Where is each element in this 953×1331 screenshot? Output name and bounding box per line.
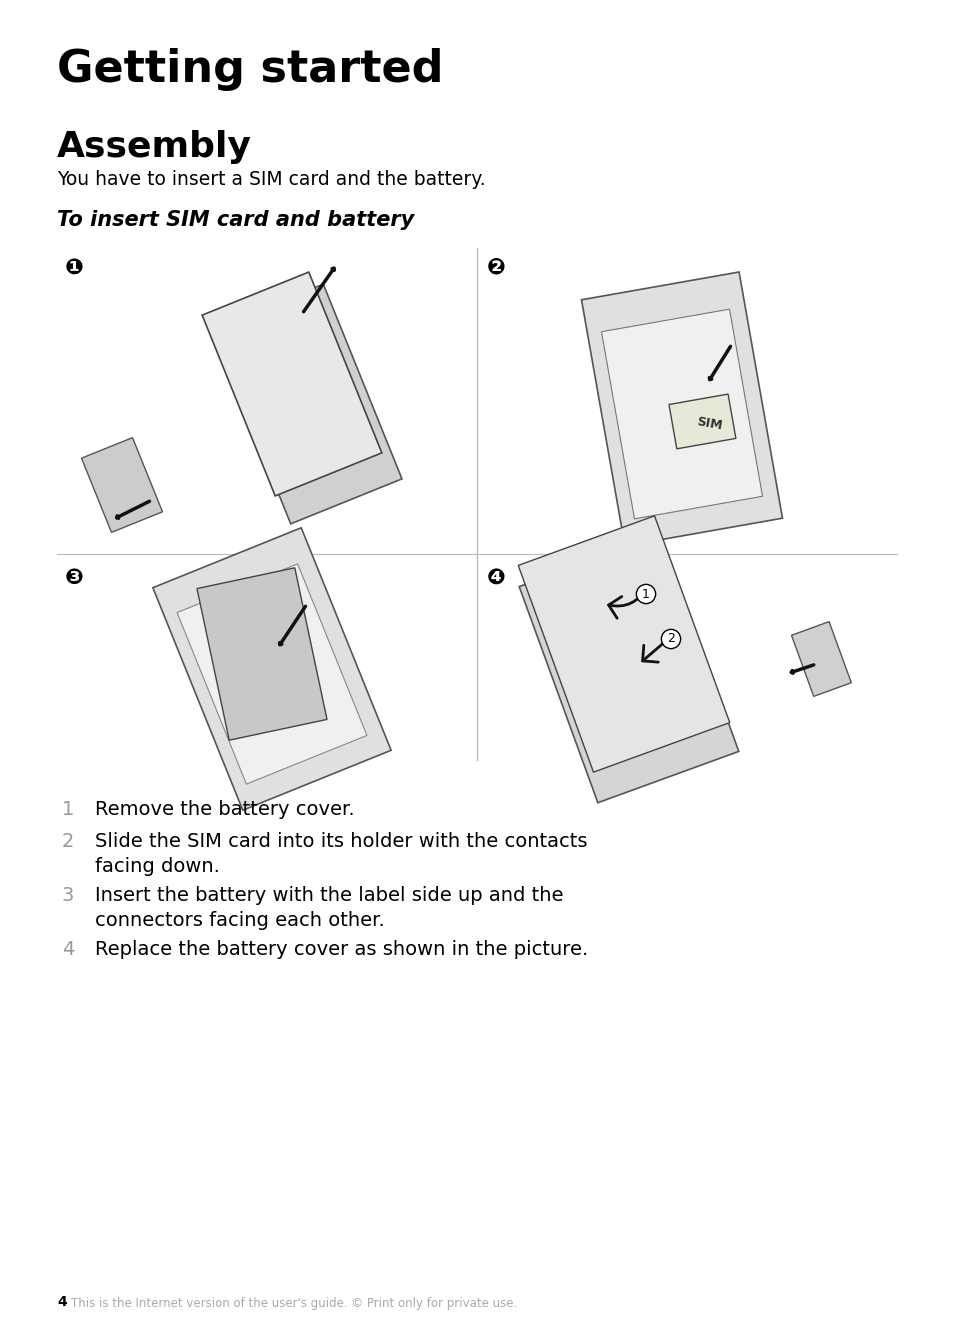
Polygon shape <box>202 272 381 496</box>
Text: 3: 3 <box>62 886 74 905</box>
Text: Remove the battery cover.: Remove the battery cover. <box>95 800 355 819</box>
Polygon shape <box>517 516 729 772</box>
Text: 1: 1 <box>641 587 649 600</box>
Polygon shape <box>212 285 401 524</box>
Text: ❹: ❹ <box>486 568 505 588</box>
Polygon shape <box>581 272 781 546</box>
Text: To insert SIM card and battery: To insert SIM card and battery <box>57 210 414 230</box>
Text: 4: 4 <box>57 1295 67 1308</box>
Bar <box>57 558 472 760</box>
Text: Assembly: Assembly <box>57 130 252 164</box>
Text: You have to insert a SIM card and the battery.: You have to insert a SIM card and the ba… <box>57 170 485 189</box>
Polygon shape <box>177 564 367 784</box>
Text: 1: 1 <box>62 800 74 819</box>
Bar <box>57 248 472 540</box>
Text: Replace the battery cover as shown in the picture.: Replace the battery cover as shown in th… <box>95 940 588 960</box>
Text: 2: 2 <box>666 632 674 646</box>
Text: Insert the battery with the label side up and the
connectors facing each other.: Insert the battery with the label side u… <box>95 886 563 930</box>
Polygon shape <box>791 622 850 696</box>
Text: Slide the SIM card into its holder with the contacts
facing down.: Slide the SIM card into its holder with … <box>95 832 587 876</box>
Polygon shape <box>81 438 162 532</box>
Text: Getting started: Getting started <box>57 48 443 91</box>
Text: 4: 4 <box>62 940 74 960</box>
Bar <box>481 558 896 760</box>
Text: This is the Internet version of the user's guide. © Print only for private use.: This is the Internet version of the user… <box>71 1296 517 1310</box>
Polygon shape <box>600 309 761 519</box>
Text: 2: 2 <box>62 832 74 851</box>
Text: ❷: ❷ <box>486 258 505 278</box>
Polygon shape <box>152 528 391 811</box>
Polygon shape <box>518 535 738 803</box>
Text: SIM: SIM <box>695 415 722 433</box>
Bar <box>481 248 896 540</box>
Text: ❸: ❸ <box>65 568 84 588</box>
Text: ❶: ❶ <box>65 258 84 278</box>
Polygon shape <box>668 394 735 449</box>
Polygon shape <box>196 568 327 740</box>
